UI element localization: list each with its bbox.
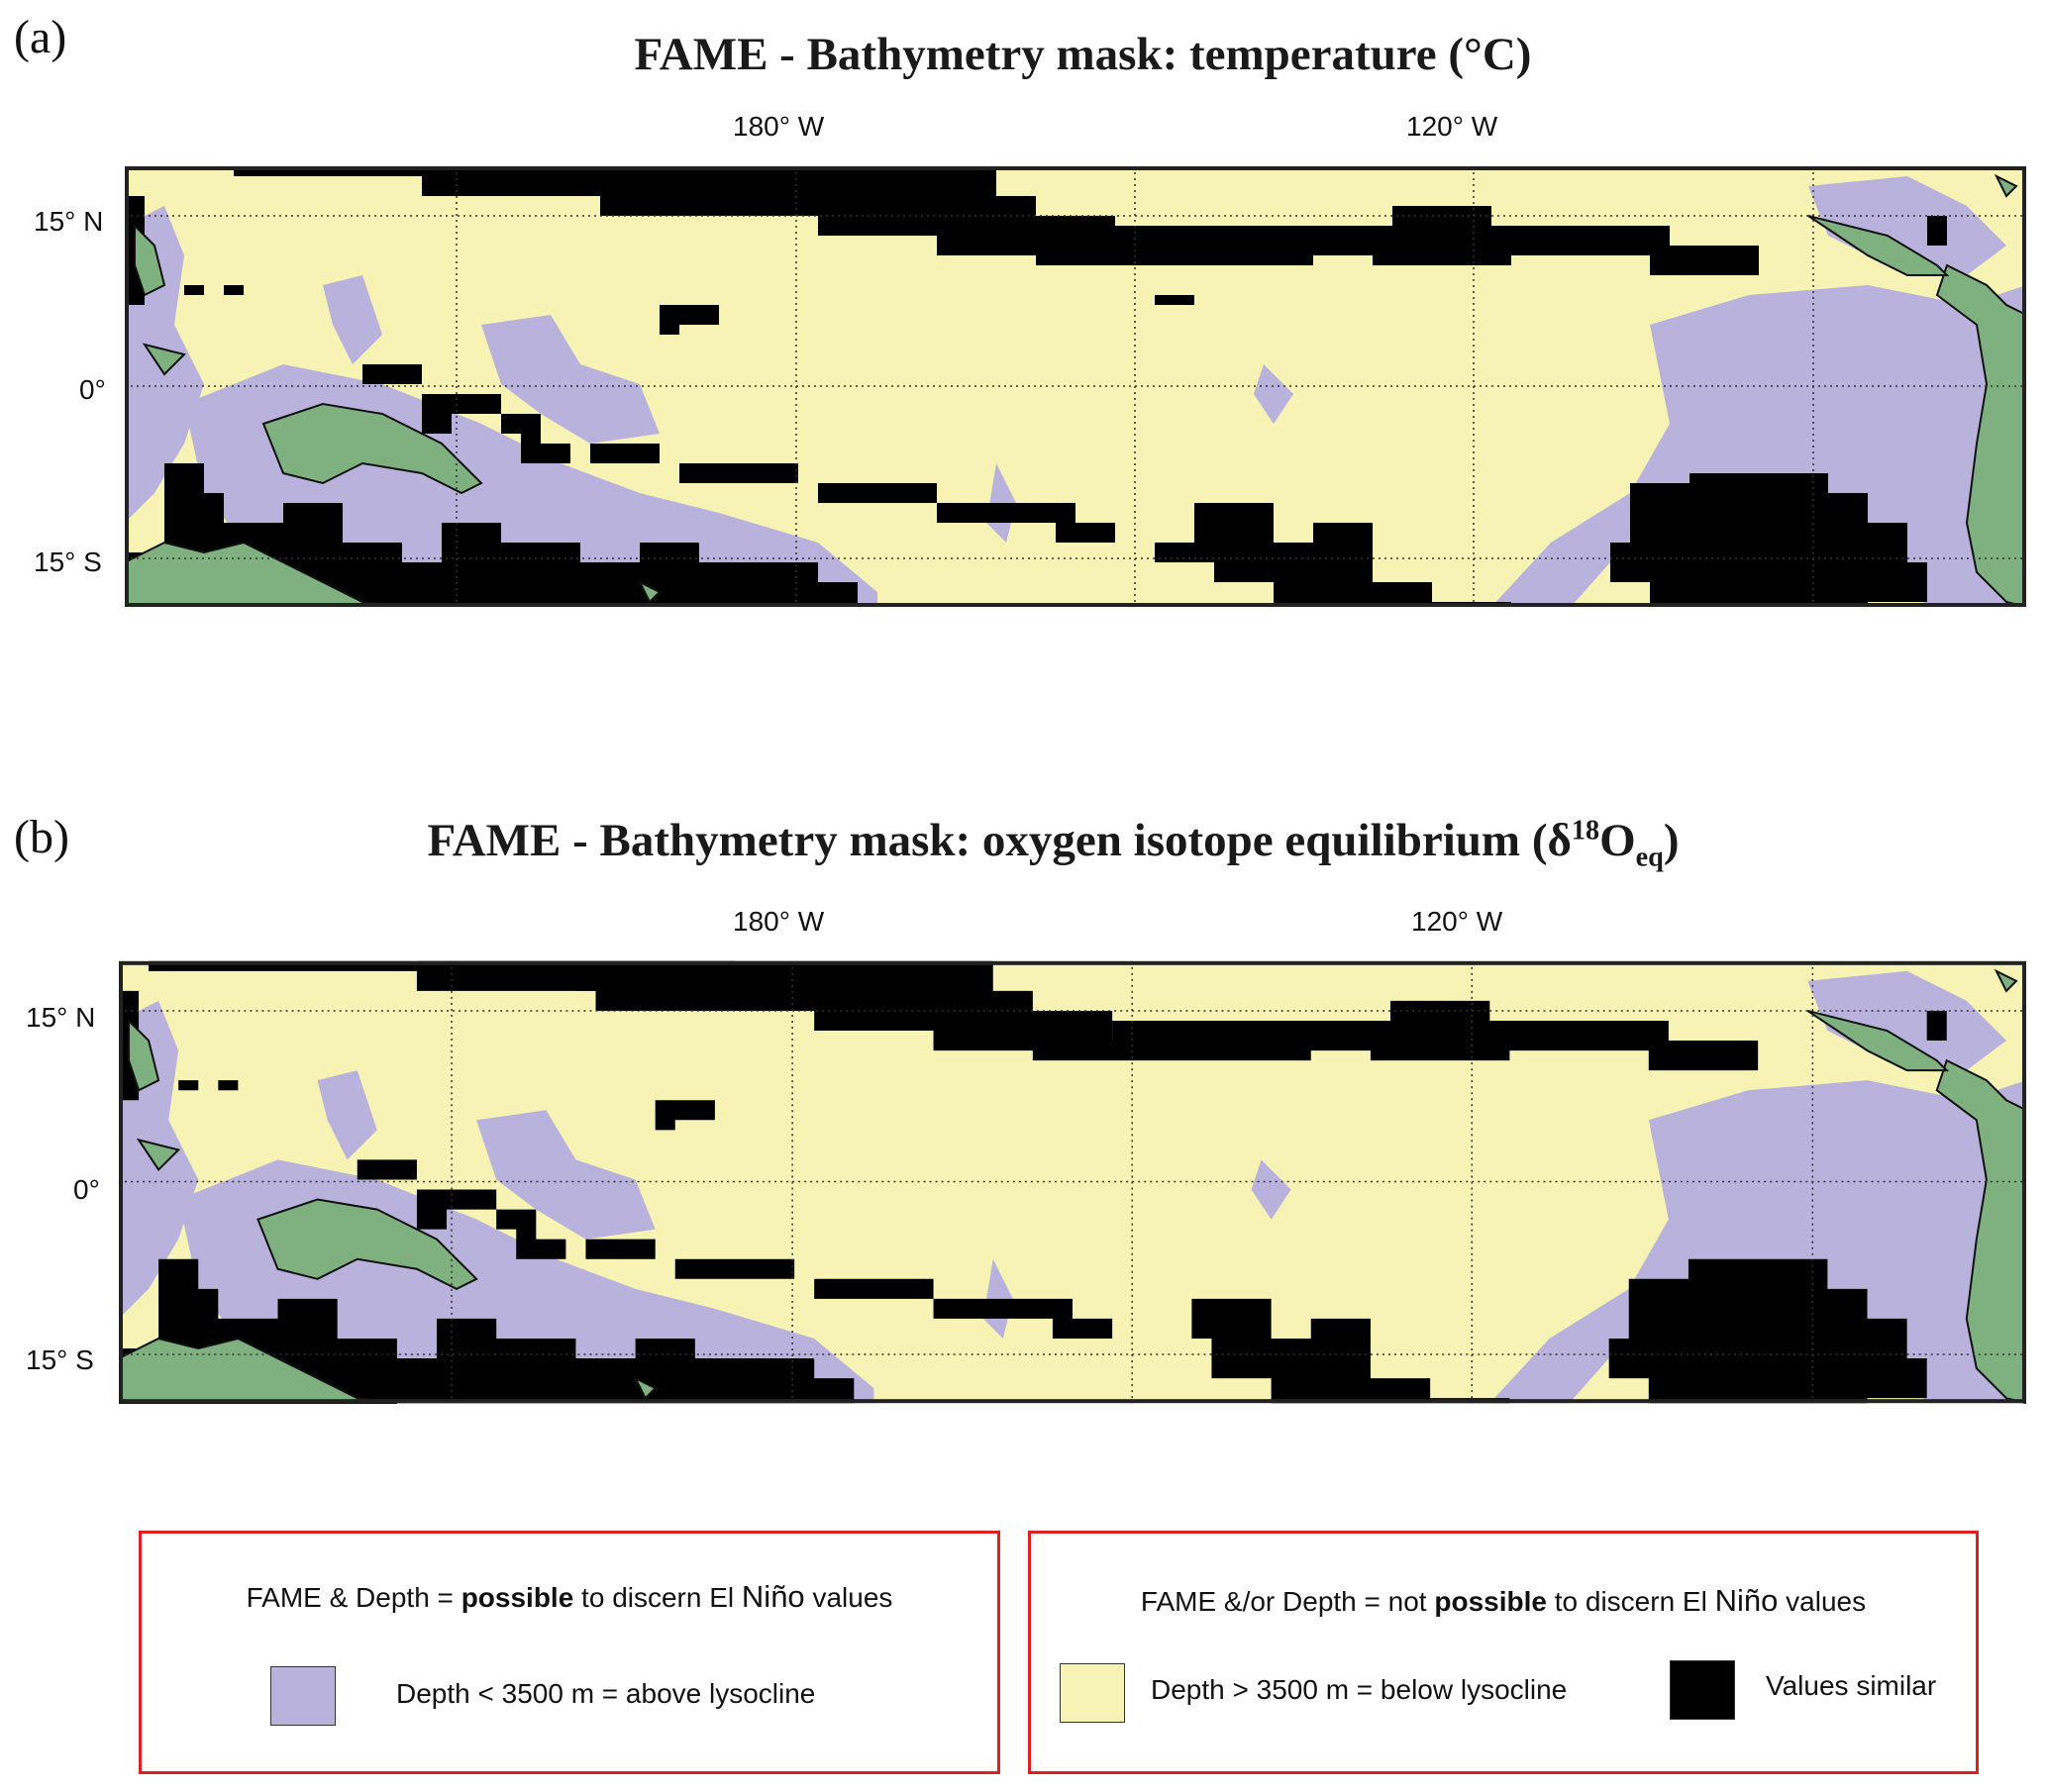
legend-not-possible-heading-nino: Niño — [1714, 1583, 1779, 1618]
panel-b-title-sup: 18 — [1571, 815, 1600, 846]
legend-not-possible-heading-post: values — [1778, 1586, 1867, 1617]
panel-b-lat-label-15n: 15° N — [26, 1002, 96, 1033]
panel-b-title-sub: eq — [1635, 842, 1664, 873]
panel-b-lat-label-0: 0° — [73, 1174, 100, 1205]
panel-a-map — [125, 166, 2026, 607]
legend-possible-heading-bold: possible — [461, 1582, 574, 1613]
legend-item-similar: Values similar — [1766, 1670, 1937, 1701]
panel-b-title-prefix: FAME - Bathymetry mask: oxygen isotope e… — [427, 815, 1572, 866]
panel-a-title: FAME - Bathymetry mask: temperature (°C) — [634, 29, 1532, 80]
panel-a-letter: (a) — [14, 11, 67, 63]
map-frame — [119, 960, 2026, 1404]
map-frame — [125, 166, 2026, 607]
legend-possible-heading-post: values — [804, 1582, 893, 1613]
panel-b-title: FAME - Bathymetry mask: oxygen isotope e… — [0, 814, 2047, 873]
panel-b-letter: (b) — [14, 811, 69, 863]
legend-possible-heading: FAME & Depth = possible to discern El Ni… — [142, 1579, 997, 1615]
legend-swatch-shallow — [270, 1666, 336, 1726]
legend-possible-heading-mid: to discern El — [573, 1582, 742, 1613]
panel-a-lon-label-120w: 120° W — [1406, 111, 1498, 142]
legend-not-possible-heading: FAME &/or Depth = not possible to discer… — [1031, 1583, 1976, 1619]
legend-not-possible-heading-pre: FAME &/or Depth = not — [1140, 1586, 1435, 1617]
panel-a-lon-label-180w: 180° W — [733, 111, 825, 142]
legend-not-possible-heading-bold: possible — [1434, 1586, 1547, 1617]
legend-item-deep: Depth > 3500 m = below lysocline — [1151, 1674, 1568, 1705]
panel-a-lat-label-15n: 15° N — [34, 206, 104, 237]
panel-b-map — [119, 960, 2026, 1404]
panel-b-title-suffix: ) — [1663, 815, 1680, 866]
panel-b-lat-label-15s: 15° S — [26, 1344, 94, 1375]
panel-a-lat-label-15s: 15° S — [34, 547, 102, 577]
legend-not-possible: FAME &/or Depth = not possible to discer… — [1028, 1531, 1979, 1774]
panel-a-lat-label-0: 0° — [79, 374, 106, 405]
legend-swatch-similar — [1670, 1660, 1735, 1720]
panel-b-lon-label-120w: 120° W — [1411, 906, 1503, 937]
land-areas — [119, 968, 2026, 1404]
legend-possible-heading-pre: FAME & Depth = — [246, 1582, 461, 1613]
panel-b-title-mid: O — [1599, 815, 1636, 866]
graticule — [119, 960, 2026, 1404]
graticule — [125, 166, 2026, 607]
legend-not-possible-heading-mid: to discern El — [1546, 1586, 1715, 1617]
legend-possible-heading-nino: Niño — [741, 1579, 805, 1614]
legend-possible: FAME & Depth = possible to discern El Ni… — [139, 1531, 1000, 1774]
panel-b-lon-label-180w: 180° W — [733, 906, 825, 937]
legend-item-shallow: Depth < 3500 m = above lysocline — [396, 1678, 816, 1709]
legend-swatch-deep — [1060, 1663, 1125, 1723]
land-areas — [125, 173, 2026, 607]
